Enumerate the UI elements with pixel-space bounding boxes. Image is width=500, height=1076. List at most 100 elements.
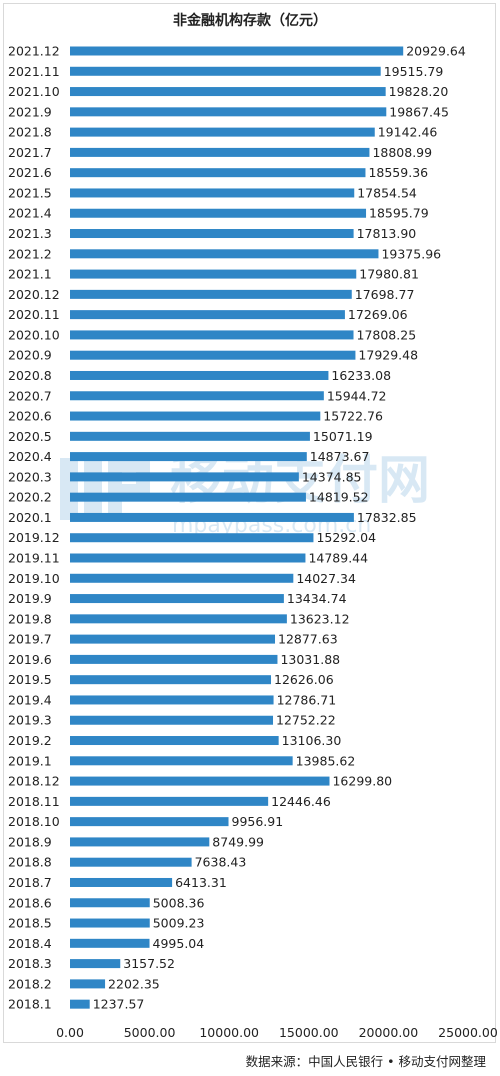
category-label: 2019.12 [8, 530, 60, 545]
value-label: 17832.85 [357, 510, 417, 525]
bar [70, 310, 345, 320]
category-label: 2021.10 [8, 84, 60, 99]
bar [70, 675, 272, 685]
x-tick-label: 0.00 [56, 1025, 84, 1040]
category-label: 2019.3 [8, 713, 52, 728]
value-label: 14374.85 [302, 469, 362, 484]
value-label: 15071.19 [313, 429, 373, 444]
category-label: 2020.1 [8, 510, 52, 525]
category-label: 2018.2 [8, 976, 52, 991]
value-label: 14819.52 [309, 490, 369, 505]
bar [70, 796, 269, 806]
category-label: 2018.8 [8, 855, 52, 870]
value-label: 7638.43 [195, 855, 247, 870]
x-tick-label: 10000.00 [199, 1025, 259, 1040]
bar [70, 452, 307, 462]
category-label: 2019.1 [8, 753, 52, 768]
bar [70, 229, 354, 239]
value-label: 19142.46 [378, 125, 438, 140]
value-label: 13623.12 [290, 611, 350, 626]
x-tick-label: 20000.00 [359, 1025, 419, 1040]
bar [70, 573, 294, 583]
value-label: 20929.64 [406, 44, 466, 59]
bar [70, 472, 299, 482]
bar [70, 898, 150, 908]
bar [70, 715, 274, 725]
category-label: 2020.11 [8, 307, 60, 322]
category-label: 2018.10 [8, 814, 60, 829]
bar [70, 249, 379, 259]
bar [70, 695, 274, 705]
value-label: 17980.81 [359, 267, 419, 282]
bar [70, 837, 210, 847]
category-label: 2020.2 [8, 490, 52, 505]
bar [70, 999, 90, 1009]
value-label: 12752.22 [276, 713, 336, 728]
value-label: 5009.23 [153, 916, 205, 931]
category-label: 2019.6 [8, 652, 52, 667]
value-label: 15722.76 [323, 409, 383, 424]
value-label: 13434.74 [287, 591, 347, 606]
category-label: 2018.11 [8, 794, 60, 809]
value-label: 5008.36 [153, 895, 205, 910]
category-label: 2019.9 [8, 591, 52, 606]
bar [70, 959, 121, 969]
category-label: 2020.3 [8, 469, 52, 484]
x-tick-label: 15000.00 [279, 1025, 339, 1040]
bar [70, 208, 367, 218]
category-label: 2021.4 [8, 206, 52, 221]
value-label: 3157.52 [123, 956, 175, 971]
bar [70, 877, 173, 887]
bar [70, 147, 370, 157]
bar [70, 938, 150, 948]
category-label: 2018.4 [8, 936, 52, 951]
category-label: 2019.5 [8, 672, 52, 687]
value-label: 18559.36 [368, 165, 428, 180]
bar [70, 857, 192, 867]
category-label: 2019.2 [8, 733, 52, 748]
category-label: 2020.12 [8, 287, 60, 302]
bar [70, 512, 354, 522]
value-label: 12786.71 [277, 692, 337, 707]
value-label: 6413.31 [175, 875, 227, 890]
value-label: 12446.46 [271, 794, 331, 809]
bar [70, 594, 284, 604]
value-label: 14789.44 [308, 551, 368, 566]
bar [70, 756, 293, 766]
bar [70, 492, 306, 502]
x-tick-label: 25000.00 [438, 1025, 498, 1040]
category-label: 2020.9 [8, 348, 52, 363]
category-label: 2019.4 [8, 692, 52, 707]
category-label: 2021.11 [8, 64, 60, 79]
value-label: 1237.57 [93, 997, 145, 1012]
bar [70, 654, 278, 664]
value-label: 12877.63 [278, 632, 338, 647]
category-label: 2021.7 [8, 145, 52, 160]
category-label: 2021.8 [8, 125, 52, 140]
value-label: 19375.96 [381, 246, 441, 261]
value-label: 17854.54 [357, 185, 417, 200]
value-label: 18808.99 [372, 145, 432, 160]
category-label: 2018.1 [8, 997, 52, 1012]
bar [70, 350, 356, 360]
bar [70, 979, 106, 989]
bar [70, 188, 355, 198]
value-label: 14873.67 [310, 449, 370, 464]
category-label: 2018.12 [8, 774, 60, 789]
bar [70, 736, 279, 746]
category-label: 2020.4 [8, 449, 52, 464]
bar [70, 776, 330, 786]
bar [70, 411, 321, 421]
bar [70, 269, 357, 279]
value-label: 19828.20 [389, 84, 449, 99]
category-label: 2021.9 [8, 104, 52, 119]
value-label: 17808.25 [357, 327, 417, 342]
category-label: 2018.9 [8, 834, 52, 849]
category-label: 2019.7 [8, 632, 52, 647]
category-label: 2020.7 [8, 388, 52, 403]
value-label: 9956.91 [232, 814, 284, 829]
bar [70, 533, 314, 543]
category-label: 2018.3 [8, 956, 52, 971]
bar-chart: 2021.12 20929.64 2021.11 19515.79 2021.10 198… [8, 44, 498, 1041]
value-label: 17813.90 [357, 226, 417, 241]
